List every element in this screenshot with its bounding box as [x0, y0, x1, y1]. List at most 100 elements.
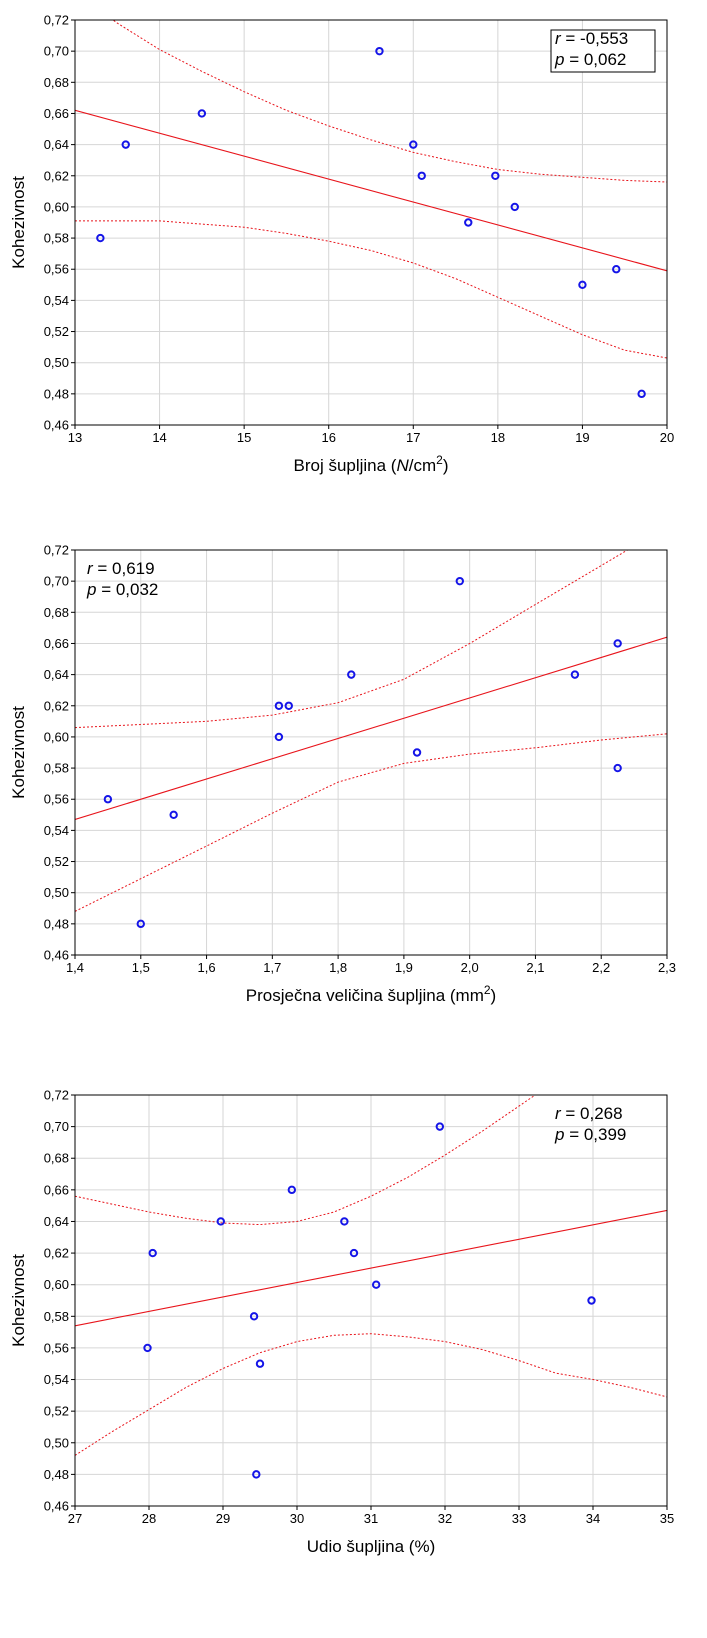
- y-tick-label: 0,50: [44, 1435, 69, 1450]
- y-tick-label: 0,64: [44, 667, 69, 682]
- data-point: [613, 763, 622, 773]
- x-tick-label: 13: [68, 430, 82, 445]
- x-tick-label: 1,9: [395, 960, 413, 975]
- data-point: [136, 919, 145, 929]
- data-point: [578, 280, 587, 290]
- data-point: [103, 795, 113, 804]
- x-axis-title-italic: N: [396, 456, 409, 475]
- data-point: [197, 109, 207, 118]
- y-tick-label: 0,58: [44, 231, 69, 246]
- significance-p-text: p = 0,399: [554, 1125, 626, 1144]
- data-point: [455, 576, 464, 586]
- regression-line: [75, 636, 667, 821]
- y-tick-label: 0,46: [44, 948, 69, 963]
- p-value: = 0,062: [564, 50, 626, 69]
- regression-line: [75, 1209, 667, 1327]
- x-tick-label: 35: [660, 1511, 674, 1526]
- chart-average-cavity-size: 1,4 1,5 1,6 1,7 1,8 1,9 2,0 2,1 2,2 2,3 0,46 0,48 0,…: [0, 540, 707, 1085]
- scatter-plot-2: 1,4 1,5 1,6 1,7 1,8 1,9 2,0 2,1 2,2 2,3 0,46 0,48 0,…: [9, 543, 676, 1006]
- y-tick-label: 0,68: [44, 1151, 69, 1166]
- y-tick-label: 0,60: [44, 729, 69, 744]
- r-value: = 0,268: [561, 1104, 623, 1123]
- correlation-r-text: r = 0,268: [555, 1104, 623, 1123]
- y-tick-label: 0,62: [44, 698, 69, 713]
- x-tick-label: 17: [406, 430, 420, 445]
- y-tick-label: 0,70: [44, 44, 69, 59]
- data-point: [287, 1185, 297, 1195]
- y-tick-label: 0,68: [44, 75, 69, 90]
- y-tick-label: 0,64: [44, 137, 69, 152]
- significance-p-text: p = 0,062: [554, 50, 626, 69]
- data-point: [143, 1343, 152, 1353]
- data-point: [371, 1280, 381, 1289]
- y-tick-label: 0,56: [44, 262, 69, 277]
- x-tick-label: 19: [575, 430, 589, 445]
- data-point: [409, 140, 418, 149]
- x-tick-label: 33: [512, 1511, 526, 1526]
- data-point: [349, 1248, 359, 1258]
- scatter-plot-1: 13 14 15 16 17 18 19 20 0,46 0,48 0,50 0,52 0,54 0,56…: [9, 13, 674, 476]
- data-point: [255, 1359, 265, 1368]
- y-tick-label: 0,72: [44, 13, 69, 28]
- data-point: [464, 218, 473, 227]
- y-tick-label: 0,60: [44, 1277, 69, 1292]
- y-tick-label: 0,60: [44, 199, 69, 214]
- x-tick-label: 14: [152, 430, 166, 445]
- x-tick-label: 2,1: [526, 960, 544, 975]
- scatter-plot-3: 27 28 29 30 31 32 33 34 35 0,46 0,48 0,50 0,52 0,54 0,…: [9, 1088, 674, 1557]
- data-point: [417, 171, 426, 180]
- y-tick-label: 0,54: [44, 1372, 69, 1387]
- p-symbol: p: [86, 580, 96, 599]
- p-value: = 0,032: [96, 580, 158, 599]
- y-tick-label: 0,62: [44, 1246, 69, 1261]
- confidence-band-upper: [112, 20, 667, 183]
- confidence-band-lower: [75, 220, 667, 359]
- x-tick-label: 30: [290, 1511, 304, 1526]
- stats-box: [550, 29, 656, 73]
- data-point: [216, 1217, 225, 1226]
- y-tick-label: 0,52: [44, 1404, 69, 1419]
- y-tick-label: 0,46: [44, 418, 69, 433]
- x-axis-title-suffix: ): [491, 986, 497, 1005]
- y-tick-label: 0,72: [44, 543, 69, 558]
- data-point: [613, 639, 622, 648]
- x-tick-label: 1,4: [66, 960, 84, 975]
- x-axis-title-suffix: ): [443, 456, 449, 475]
- y-tick-label: 0,66: [44, 1182, 69, 1197]
- chart-cavity-count: 13 14 15 16 17 18 19 20 0,46 0,48 0,50 0,52 0,54 0,56…: [0, 0, 707, 540]
- p-symbol: p: [554, 1125, 564, 1144]
- x-axis-title-mid: /cm: [409, 456, 436, 475]
- p-value: = 0,399: [564, 1125, 626, 1144]
- y-tick-label: 0,72: [44, 1088, 69, 1103]
- plot-frame: [74, 549, 668, 956]
- x-axis-title-prefix: Udio šupljina (%): [307, 1537, 436, 1556]
- y-tick-label: 0,50: [44, 355, 69, 370]
- p-symbol: p: [554, 50, 564, 69]
- y-tick-label: 0,56: [44, 792, 69, 807]
- x-tick-label: 1,7: [263, 960, 281, 975]
- plot-frame: [74, 19, 668, 426]
- x-axis-title-sup: 2: [436, 453, 443, 467]
- data-point: [169, 810, 178, 820]
- y-tick-label: 0,66: [44, 636, 69, 651]
- y-tick-label: 0,52: [44, 854, 69, 869]
- confidence-band-upper: [75, 550, 629, 729]
- x-tick-label: 18: [491, 430, 505, 445]
- y-tick-label: 0,48: [44, 1467, 69, 1482]
- x-tick-label: 16: [321, 430, 335, 445]
- x-tick-label: 29: [216, 1511, 230, 1526]
- data-point: [491, 171, 500, 180]
- data-point: [510, 202, 519, 212]
- y-axis-title: Kohezivnost: [9, 706, 28, 799]
- x-tick-label: 31: [364, 1511, 378, 1526]
- data-point: [284, 701, 293, 710]
- data-point: [612, 265, 621, 274]
- y-tick-label: 0,62: [44, 168, 69, 183]
- data-point: [340, 1217, 349, 1226]
- correlation-r-text: r = -0,553: [555, 29, 628, 48]
- x-tick-label: 2,0: [461, 960, 479, 975]
- y-axis-title: Kohezivnost: [9, 1254, 28, 1347]
- x-tick-label: 1,5: [132, 960, 150, 975]
- y-tick-label: 0,48: [44, 386, 69, 401]
- data-point: [148, 1248, 157, 1258]
